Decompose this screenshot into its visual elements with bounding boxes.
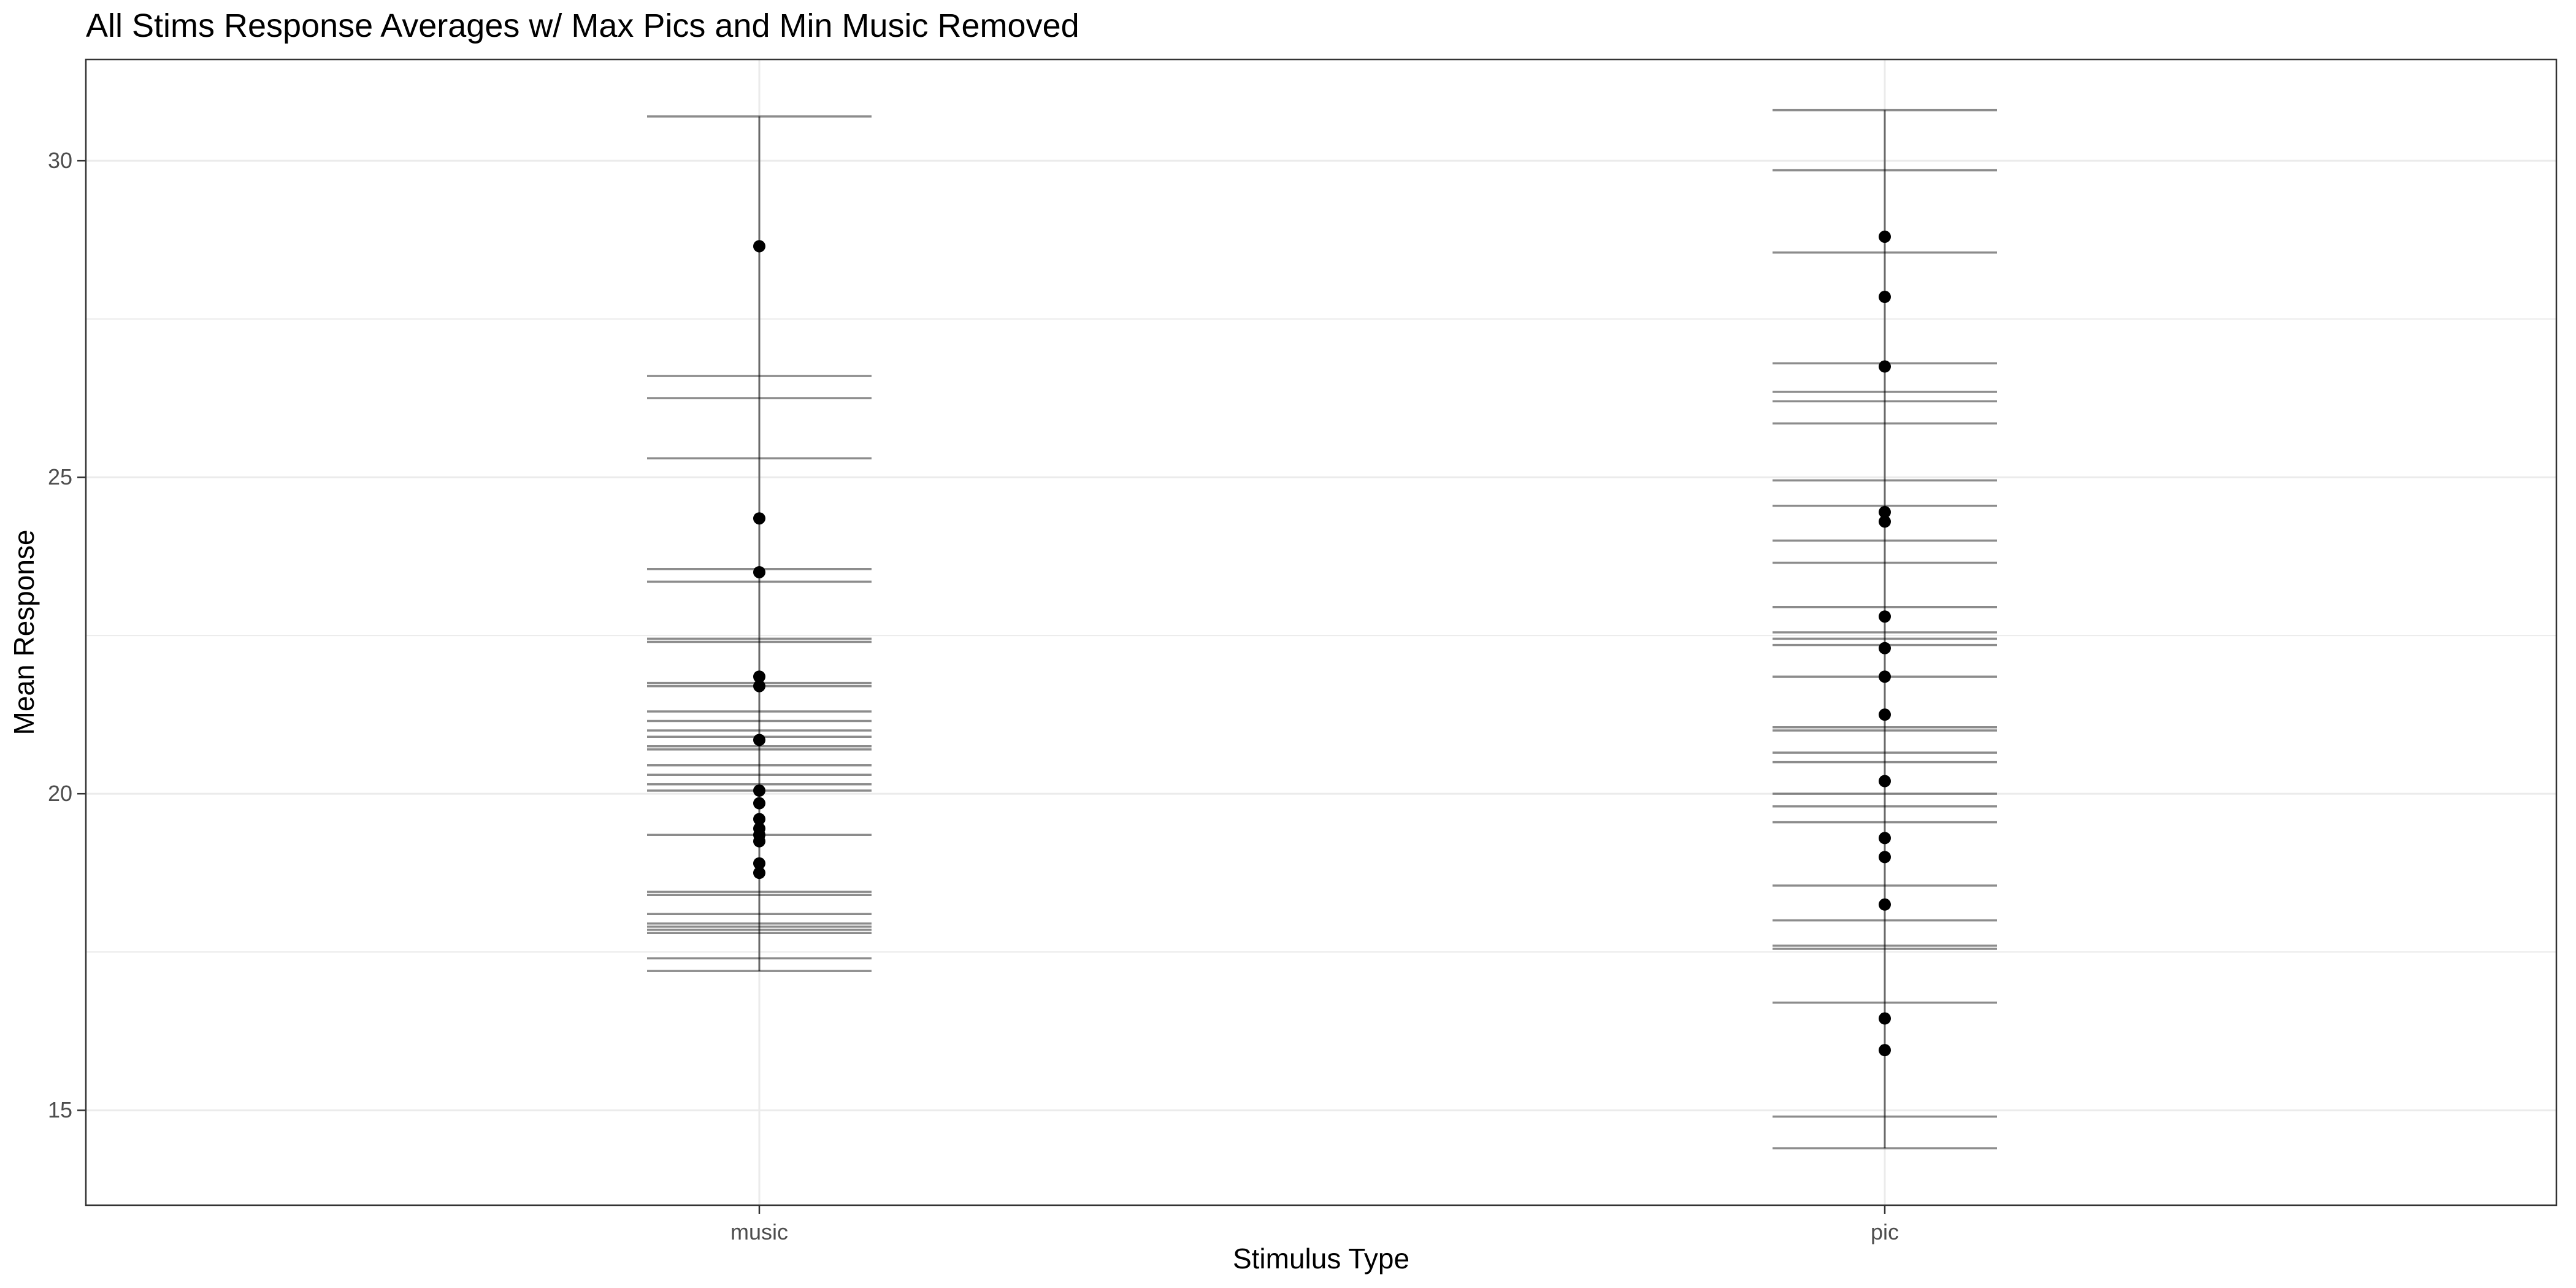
pic-mean-point <box>1879 898 1891 911</box>
y-tick-label: 30 <box>48 148 72 173</box>
error-bars <box>647 109 1997 1149</box>
pic-mean-point <box>1879 1044 1891 1057</box>
music-mean-point <box>753 680 765 692</box>
pic-mean-point <box>1879 515 1891 528</box>
x-tick-label: pic <box>1871 1219 1899 1244</box>
panel-background <box>86 59 2556 1205</box>
pic-mean-point <box>1879 708 1891 721</box>
pic-mean-point <box>1879 670 1891 683</box>
pic-mean-point <box>1879 642 1891 654</box>
pic-mean-point <box>1879 610 1891 623</box>
music-mean-point <box>753 734 765 746</box>
axes: 15 20 25 30 music pic <box>48 148 1899 1244</box>
music-mean-point <box>753 240 765 253</box>
music-mean-point <box>753 867 765 880</box>
pic-mean-point <box>1879 775 1891 788</box>
pic-mean-point <box>1879 505 1891 518</box>
music-mean-point <box>753 835 765 848</box>
chart-title: All Stims Response Averages w/ Max Pics … <box>86 7 1079 44</box>
music-mean-point <box>753 784 765 797</box>
pic-mean-point <box>1879 230 1891 243</box>
data-points <box>753 230 1891 1057</box>
x-tick-label: music <box>730 1219 788 1244</box>
music-mean-point <box>753 857 765 870</box>
y-tick-label: 25 <box>48 464 72 489</box>
pic-mean-point <box>1879 832 1891 845</box>
music-mean-point <box>753 813 765 826</box>
grid-lines <box>86 59 2556 1205</box>
y-tick-label: 15 <box>48 1097 72 1122</box>
x-axis-title: Stimulus Type <box>1233 1243 1409 1275</box>
panel-border <box>85 58 2558 1206</box>
pic-mean-point <box>1879 1012 1891 1025</box>
music-mean-point <box>753 512 765 525</box>
pic-mean-point <box>1879 291 1891 304</box>
y-tick-label: 20 <box>48 781 72 806</box>
pic-mean-point <box>1879 851 1891 864</box>
music-mean-point <box>753 797 765 810</box>
music-mean-point <box>753 565 765 578</box>
music-mean-point <box>753 670 765 683</box>
y-axis-title: Mean Response <box>8 530 40 735</box>
pic-mean-point <box>1879 360 1891 373</box>
